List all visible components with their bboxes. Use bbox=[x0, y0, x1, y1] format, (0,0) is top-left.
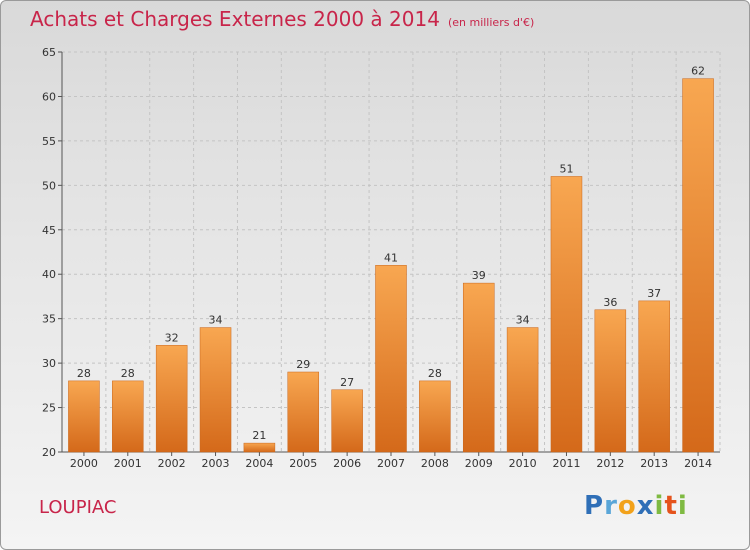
y-tick-label: 65 bbox=[42, 46, 56, 59]
bar-2003 bbox=[199, 327, 232, 453]
bar-2007 bbox=[375, 265, 407, 453]
x-tick-label-2006: 2006 bbox=[333, 457, 361, 470]
x-tick-label-2002: 2002 bbox=[158, 457, 186, 470]
x-tick-label-2005: 2005 bbox=[289, 457, 317, 470]
bar-2014 bbox=[682, 78, 714, 453]
value-label-2000: 28 bbox=[77, 367, 91, 380]
y-tick-label: 60 bbox=[42, 90, 56, 103]
bar-2013 bbox=[638, 300, 670, 453]
y-tick-label: 50 bbox=[42, 179, 56, 192]
value-label-2006: 27 bbox=[340, 376, 354, 389]
labels: 20 25 30 35 40 45 50 55 60 65 28 2000 28 2001 32 2002 34… bbox=[42, 46, 712, 470]
value-label-2011: 51 bbox=[559, 162, 573, 175]
value-label-2007: 41 bbox=[384, 251, 398, 264]
x-tick-label-2012: 2012 bbox=[596, 457, 624, 470]
value-label-2005: 29 bbox=[296, 358, 310, 371]
unit-text: (en milliers d'€) bbox=[447, 16, 535, 29]
x-tick-label-2007: 2007 bbox=[377, 457, 405, 470]
x-tick-label-2011: 2011 bbox=[552, 457, 580, 470]
x-tick-label-2003: 2003 bbox=[202, 457, 230, 470]
bar-2009 bbox=[462, 282, 495, 453]
x-tick-label-2013: 2013 bbox=[640, 457, 668, 470]
x-tick-label-2009: 2009 bbox=[465, 457, 493, 470]
value-label-2013: 37 bbox=[647, 287, 661, 300]
y-tick-label: 20 bbox=[42, 446, 56, 459]
y-tick-label: 35 bbox=[42, 313, 56, 326]
value-label-2012: 36 bbox=[603, 296, 617, 309]
value-label-2004: 21 bbox=[252, 429, 266, 442]
x-tick-label-2014: 2014 bbox=[684, 457, 712, 470]
value-label-2010: 34 bbox=[516, 314, 530, 327]
bar-2008 bbox=[419, 380, 451, 453]
x-tick-label-2000: 2000 bbox=[70, 457, 98, 470]
value-label-2003: 34 bbox=[209, 314, 223, 327]
x-tick-label-2004: 2004 bbox=[245, 457, 273, 470]
value-label-2002: 32 bbox=[165, 331, 179, 344]
proxiti-logo: Proxiti bbox=[584, 491, 688, 521]
bar-2004 bbox=[243, 442, 276, 453]
x-tick-label-2008: 2008 bbox=[421, 457, 449, 470]
x-tick-label-2001: 2001 bbox=[114, 457, 142, 470]
bar-2006 bbox=[331, 389, 363, 453]
commune-name: LOUPIAC bbox=[39, 497, 117, 518]
value-label-2001: 28 bbox=[121, 367, 135, 380]
bars bbox=[68, 78, 714, 453]
bar-2001 bbox=[112, 380, 144, 453]
bar-2012 bbox=[594, 309, 627, 453]
bar-2011 bbox=[550, 176, 583, 453]
chart-title: Achats et Charges Externes 2000 à 2014 (e… bbox=[30, 7, 534, 31]
value-label-2008: 28 bbox=[428, 367, 442, 380]
title-text: Achats et Charges Externes 2000 à 2014 bbox=[30, 7, 440, 31]
x-tick-label-2010: 2010 bbox=[509, 457, 537, 470]
bar-2000 bbox=[68, 380, 100, 453]
y-tick-label: 55 bbox=[42, 135, 56, 148]
y-tick-label: 30 bbox=[42, 357, 56, 370]
y-tick-label: 45 bbox=[42, 224, 56, 237]
y-tick-label: 25 bbox=[42, 402, 56, 415]
bar-2010 bbox=[506, 327, 539, 453]
value-label-2009: 39 bbox=[472, 269, 486, 282]
bar-2005 bbox=[287, 371, 320, 453]
value-label-2014: 62 bbox=[691, 65, 705, 78]
y-tick-label: 40 bbox=[42, 268, 56, 281]
bar-2002 bbox=[155, 345, 188, 453]
